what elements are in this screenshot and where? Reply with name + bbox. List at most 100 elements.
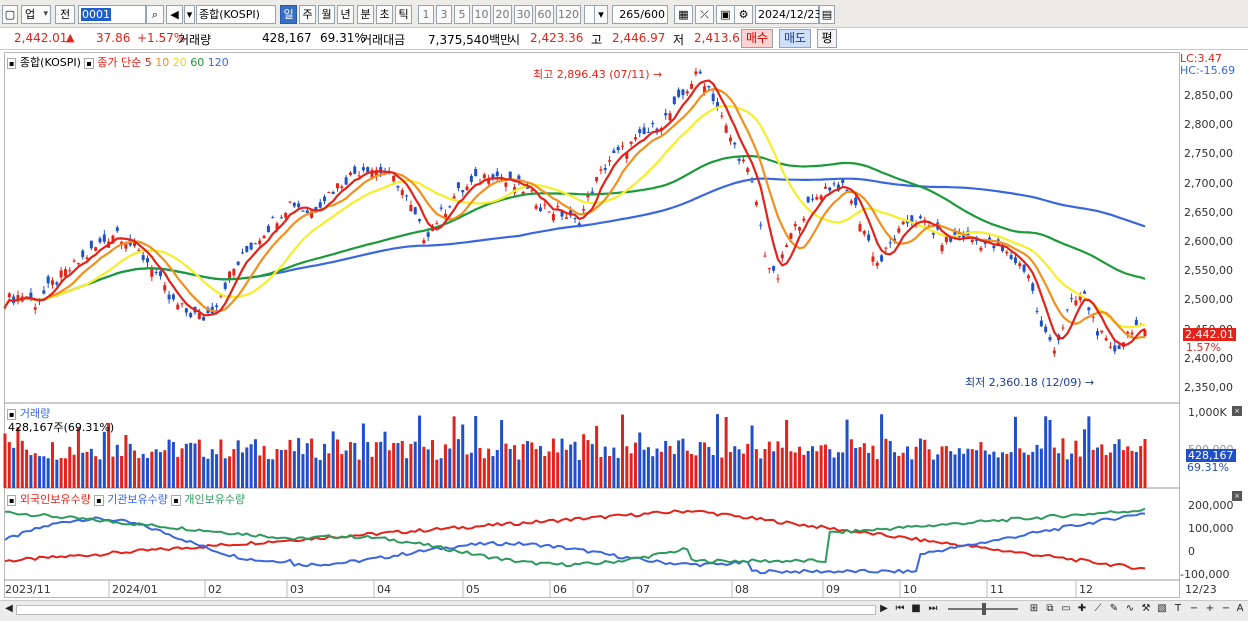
plus-icon[interactable]: + bbox=[1205, 603, 1215, 614]
volume-bar bbox=[253, 439, 257, 488]
chevron-down-icon[interactable]: ▾ bbox=[184, 5, 195, 24]
sell-button[interactable]: 매도 bbox=[779, 29, 811, 48]
tool-icon[interactable]: ⚒ bbox=[1141, 603, 1151, 614]
volume-bar bbox=[728, 452, 732, 488]
panel-toggle-icon[interactable]: ▪ bbox=[171, 495, 181, 506]
candle-body bbox=[716, 101, 719, 109]
candle-body bbox=[184, 308, 188, 313]
candle-body bbox=[547, 211, 551, 213]
prev-button[interactable]: 전 bbox=[55, 5, 75, 24]
num-10[interactable]: 10 bbox=[472, 5, 491, 24]
gear-icon[interactable]: ⚙ bbox=[734, 5, 753, 24]
font-icon[interactable]: A bbox=[1236, 603, 1244, 614]
num-60[interactable]: 60 bbox=[535, 5, 554, 24]
market-select[interactable]: 업 bbox=[21, 5, 51, 24]
period-year[interactable]: 년 bbox=[337, 5, 354, 24]
foreign-line bbox=[4, 509, 1146, 570]
volume-last-tag: 428,167 bbox=[1186, 449, 1236, 462]
up-arrow-icon: ▲ bbox=[66, 31, 75, 44]
ma10-line bbox=[4, 87, 1145, 340]
scroll-right-icon[interactable]: ▶ bbox=[880, 603, 888, 614]
buy-button[interactable]: 매수 bbox=[741, 29, 773, 48]
candle-body bbox=[1104, 338, 1108, 341]
candle-body bbox=[621, 145, 624, 147]
num-30[interactable]: 30 bbox=[514, 5, 533, 24]
calendar-icon[interactable]: ▤ bbox=[819, 5, 835, 24]
candle-body bbox=[772, 265, 776, 271]
text-icon[interactable]: T bbox=[1174, 603, 1182, 614]
period-week[interactable]: 주 bbox=[299, 5, 316, 24]
candle-body bbox=[102, 234, 106, 242]
period-day[interactable]: 일 bbox=[280, 5, 297, 24]
speaker-icon[interactable]: ◀ bbox=[166, 5, 183, 24]
volume-bar bbox=[81, 452, 85, 488]
open-label: 시 bbox=[509, 33, 521, 47]
tools-icon[interactable]: ⤫ bbox=[695, 5, 714, 24]
panel-toggle-icon[interactable]: ▪ bbox=[94, 495, 104, 506]
scrollbar-track[interactable] bbox=[16, 605, 876, 615]
candle-body bbox=[793, 224, 797, 227]
volume-bar bbox=[1126, 446, 1130, 488]
volume-bar bbox=[776, 441, 780, 488]
volume-bar bbox=[672, 454, 676, 488]
period-second[interactable]: 초 bbox=[376, 5, 393, 24]
volume-bar bbox=[975, 450, 979, 488]
period-minute[interactable]: 분 bbox=[357, 5, 374, 24]
volume-bar bbox=[832, 457, 836, 488]
num-120[interactable]: 120 bbox=[556, 5, 581, 24]
panel-toggle-icon[interactable]: ▪ bbox=[7, 58, 17, 69]
code-input[interactable]: 0001 bbox=[78, 5, 146, 24]
volume-bar bbox=[202, 456, 206, 488]
minus-icon[interactable]: − bbox=[1189, 603, 1199, 614]
eval-button[interactable]: 평 bbox=[817, 29, 837, 48]
close-icon[interactable]: × bbox=[1232, 406, 1242, 416]
draw-icon[interactable]: ✎ bbox=[1109, 603, 1119, 614]
panel-toggle-icon[interactable]: ▪ bbox=[84, 58, 94, 69]
next-icon[interactable]: ⏭ bbox=[928, 603, 938, 614]
volume-bar bbox=[534, 449, 538, 488]
grid-icon[interactable]: ⊞ bbox=[1029, 603, 1039, 614]
layout-icon[interactable]: ▢ bbox=[2, 5, 18, 24]
crosshair-icon[interactable]: ✚ bbox=[1077, 603, 1087, 614]
window-icon[interactable]: ▭ bbox=[1061, 603, 1071, 614]
date-field[interactable]: 2024/12/23 bbox=[755, 5, 821, 24]
bar-chart-icon[interactable]: ▦ bbox=[674, 5, 693, 24]
panel-toggle-icon[interactable]: ▪ bbox=[7, 409, 17, 420]
candle-body bbox=[461, 190, 465, 193]
num-3[interactable]: 3 bbox=[436, 5, 452, 24]
stop-icon[interactable]: ■ bbox=[911, 603, 921, 614]
last-price-tag: 2,442.01 bbox=[1183, 328, 1236, 341]
zoom-handle[interactable] bbox=[982, 603, 986, 615]
wave-icon[interactable]: ∿ bbox=[1125, 603, 1135, 614]
num-1[interactable]: 1 bbox=[418, 5, 434, 24]
volume-bar bbox=[379, 441, 383, 488]
candle-body bbox=[1013, 257, 1017, 264]
volume-bar bbox=[815, 451, 819, 488]
panel-toggle-icon[interactable]: ▪ bbox=[7, 495, 17, 506]
chart-area[interactable] bbox=[4, 52, 1180, 598]
volume-bar bbox=[366, 442, 370, 488]
scroll-left-icon[interactable]: ◀ bbox=[5, 603, 13, 614]
candle-body bbox=[400, 190, 404, 195]
volume-bar bbox=[158, 452, 162, 488]
first-icon[interactable]: ⏮ bbox=[895, 603, 905, 614]
name-field[interactable]: 종합(KOSPI) bbox=[196, 5, 276, 24]
num-20[interactable]: 20 bbox=[493, 5, 512, 24]
candle-body bbox=[603, 167, 607, 170]
volume-bar bbox=[310, 438, 314, 488]
search-icon[interactable]: ⌕ bbox=[146, 5, 164, 24]
candle-body bbox=[452, 196, 456, 199]
period-tick[interactable]: 틱 bbox=[395, 5, 412, 24]
copy-icon[interactable]: ⧉ bbox=[1046, 603, 1054, 614]
trend-icon[interactable]: ⟋ bbox=[1094, 603, 1102, 614]
chevron-down-icon[interactable]: ▾ bbox=[594, 5, 608, 24]
close-icon[interactable]: × bbox=[1232, 491, 1242, 501]
num-5[interactable]: 5 bbox=[454, 5, 470, 24]
image-icon[interactable]: ▧ bbox=[1157, 603, 1167, 614]
period-month[interactable]: 월 bbox=[318, 5, 335, 24]
minus-icon[interactable]: − bbox=[1221, 603, 1231, 614]
candle-body bbox=[685, 91, 689, 94]
count-field[interactable]: 265/600 bbox=[612, 5, 668, 24]
candle-body bbox=[733, 142, 737, 145]
